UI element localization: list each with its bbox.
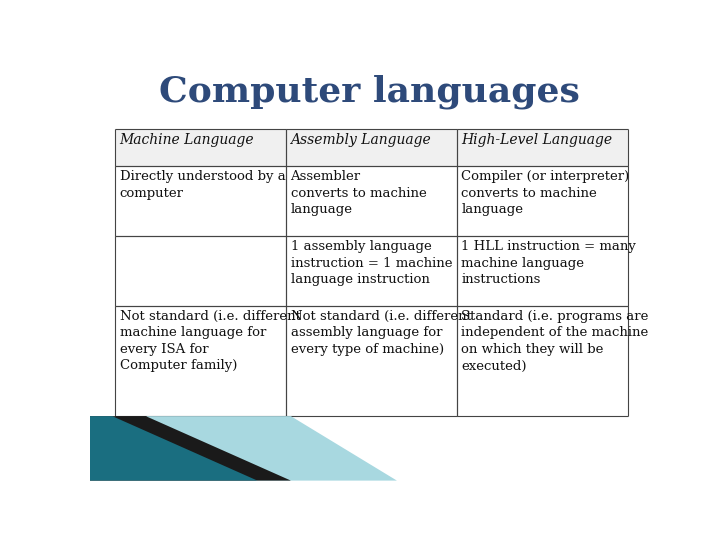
Text: Assembly Language: Assembly Language (291, 133, 431, 147)
Text: High-Level Language: High-Level Language (462, 133, 613, 147)
Bar (457, 306, 629, 416)
Text: 1 HLL instruction = many
machine language
instructions: 1 HLL instruction = many machine languag… (462, 240, 636, 286)
Text: 1 assembly language
instruction = 1 machine
language instruction: 1 assembly language instruction = 1 mach… (291, 240, 452, 286)
Text: Compiler (or interpreter)
converts to machine
language: Compiler (or interpreter) converts to ma… (462, 170, 630, 216)
Text: Not standard (i.e. different
assembly language for
every type of machine): Not standard (i.e. different assembly la… (291, 310, 472, 356)
Polygon shape (145, 416, 397, 481)
Bar (286, 129, 457, 166)
Text: Directly understood by a
computer: Directly understood by a computer (120, 170, 285, 200)
Bar (115, 166, 286, 236)
Text: Machine Language: Machine Language (120, 133, 254, 147)
Bar (286, 236, 457, 306)
Text: Assembler
converts to machine
language: Assembler converts to machine language (291, 170, 426, 216)
Bar (115, 129, 286, 166)
Bar (115, 306, 286, 416)
Polygon shape (90, 416, 258, 481)
Text: Standard (i.e. programs are
independent of the machine
on which they will be
exe: Standard (i.e. programs are independent … (462, 310, 649, 373)
Bar (457, 166, 629, 236)
Text: Not standard (i.e. different
machine language for
every ISA for
Computer family): Not standard (i.e. different machine lan… (120, 310, 300, 373)
Bar (286, 306, 457, 416)
Bar (457, 236, 629, 306)
Text: Computer languages: Computer languages (158, 75, 580, 109)
Polygon shape (90, 416, 291, 481)
Bar (457, 129, 629, 166)
Bar (286, 166, 457, 236)
Bar (115, 236, 286, 306)
